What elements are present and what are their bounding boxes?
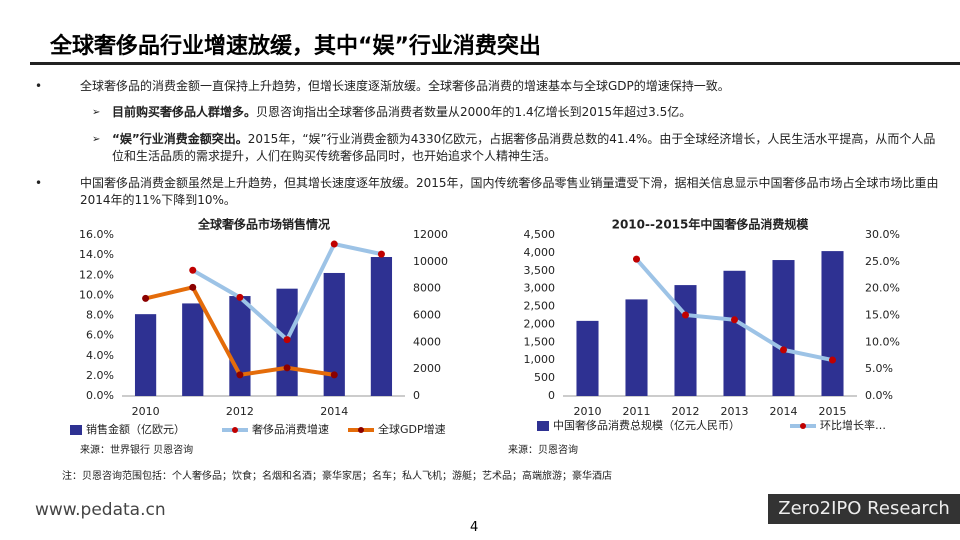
tick-label: 8.0%: [86, 309, 114, 322]
x-tick-label: 2010: [574, 405, 602, 418]
tick-label: 20.0%: [865, 282, 900, 295]
tick-label: 25.0%: [865, 255, 900, 268]
chart-title: 全球奢侈品市场销售情况: [197, 217, 330, 232]
legend-marker: [358, 427, 364, 433]
bar: [772, 260, 795, 396]
tick-label: 16.0%: [79, 228, 114, 241]
x-tick-label: 2014: [770, 405, 798, 418]
sub-bullet: 目前购买奢侈品人群增多。贝恩咨询指出全球奢侈品消费者数量从2000年的1.4亿增…: [92, 104, 942, 121]
sub-bullet: “娱”行业消费金额突出。2015年，“娱”行业消费金额为4330亿欧元，占据奢侈…: [92, 131, 942, 165]
bar: [625, 299, 648, 396]
tick-label: 14.0%: [79, 248, 114, 261]
bar: [821, 251, 844, 396]
line-marker: [330, 240, 338, 248]
x-tick-label: 2011: [623, 405, 651, 418]
x-tick-label: 2010: [132, 405, 160, 418]
bar: [576, 320, 599, 396]
tick-label: 15.0%: [865, 309, 900, 322]
website: www.pedata.cn: [35, 500, 166, 520]
bar: [323, 272, 345, 396]
bar: [674, 285, 697, 396]
tick-label: 12000: [413, 228, 448, 241]
chart-source: 来源：世界银行 贝恩咨询: [80, 443, 193, 456]
tick-label: 0.0%: [86, 389, 114, 402]
tick-label: 2.0%: [86, 369, 114, 382]
line-marker: [377, 250, 385, 258]
tick-label: 4000: [413, 335, 441, 348]
line-marker: [236, 293, 244, 301]
line-marker: [829, 356, 836, 364]
tick-label: 3,500: [524, 264, 556, 277]
tick-label: 0: [413, 389, 420, 402]
logo: Zero2IPO Research: [768, 494, 960, 524]
tick-label: 2000: [413, 362, 441, 375]
legend-label: 中国奢侈品消费总规模（亿元人民币）: [553, 418, 740, 432]
tick-label: 2,000: [524, 317, 556, 330]
tick-label: 4.0%: [86, 349, 114, 362]
tick-label: 6000: [413, 309, 441, 322]
legend-label: 全球GDP增速: [378, 422, 446, 436]
line-marker: [236, 371, 244, 379]
bold-text: “娱”行业消费金额突出。: [112, 132, 248, 146]
legend-swatch: [70, 425, 82, 435]
tick-label: 1,000: [524, 353, 556, 366]
chart-source: 来源：贝恩咨询: [508, 443, 578, 456]
chart-title: 2010--2015年中国奢侈品消费规模: [612, 217, 810, 232]
text: 贝恩咨询指出全球奢侈品消费者数量从2000年的1.4亿增长到2015年超过3.5…: [256, 105, 692, 119]
legend-label: 奢侈品消费增速: [252, 422, 329, 436]
bullet: 中国奢侈品消费金额虽然是上升趋势，但其增长速度逐年放缓。2015年，国内传统奢侈…: [35, 175, 940, 209]
legend-label: 环比增长率…: [820, 418, 886, 432]
bold-text: 目前购买奢侈品人群增多。: [112, 105, 257, 119]
line-marker: [633, 255, 640, 263]
line-marker: [142, 294, 150, 302]
x-tick-label: 2014: [320, 405, 348, 418]
line-marker: [283, 336, 291, 344]
x-tick-label: 2012: [226, 405, 254, 418]
tick-label: 10000: [413, 255, 448, 268]
tick-label: 4,000: [524, 246, 556, 259]
tick-label: 2,500: [524, 300, 556, 313]
tick-label: 12.0%: [79, 268, 114, 281]
legend-label: 销售金额（亿欧元）: [86, 422, 185, 436]
text: 2015年，“娱”行业消费金额为4330亿欧元，占据奢侈品消费总数的41.4%。…: [112, 132, 936, 163]
line-marker: [283, 364, 291, 372]
line-marker: [189, 266, 197, 274]
tick-label: 10.0%: [865, 335, 900, 348]
tick-label: 4,500: [524, 228, 556, 241]
tick-label: 30.0%: [865, 228, 900, 241]
tick-label: 6.0%: [86, 329, 114, 342]
bullet: 全球奢侈品的消费金额一直保持上升趋势，但增长速度逐渐放缓。全球奢侈品消费的增速基…: [35, 78, 940, 95]
x-tick-label: 2015: [819, 405, 847, 418]
line-marker: [780, 346, 787, 354]
tick-label: 500: [534, 371, 555, 384]
slide-title: 全球奢侈品行业增速放缓，其中“娱”行业消费突出: [50, 34, 541, 59]
legend-swatch: [537, 421, 549, 431]
tick-label: 1,500: [524, 335, 556, 348]
line-marker: [189, 283, 197, 291]
x-tick-label: 2013: [721, 405, 749, 418]
x-tick-label: 2012: [672, 405, 700, 418]
tick-label: 5.0%: [865, 362, 893, 375]
note: 注：贝恩咨询范围包括：个人奢侈品；饮食；名烟和名酒；豪华家居；名车；私人飞机；游…: [62, 471, 612, 482]
bar: [229, 296, 251, 396]
tick-label: 8000: [413, 282, 441, 295]
bar: [134, 314, 157, 396]
page-number: 4: [470, 520, 479, 535]
bar: [723, 270, 746, 396]
line-marker: [330, 371, 338, 379]
bar: [370, 257, 393, 396]
tick-label: 0.0%: [865, 389, 893, 402]
tick-label: 3,000: [524, 282, 556, 295]
title-rule: [30, 62, 960, 65]
legend-marker: [800, 423, 806, 429]
line-marker: [731, 316, 738, 324]
tick-label: 10.0%: [79, 288, 114, 301]
bar: [182, 303, 204, 396]
line-marker: [682, 311, 689, 319]
legend-marker: [232, 427, 238, 433]
tick-label: 0: [548, 389, 555, 402]
